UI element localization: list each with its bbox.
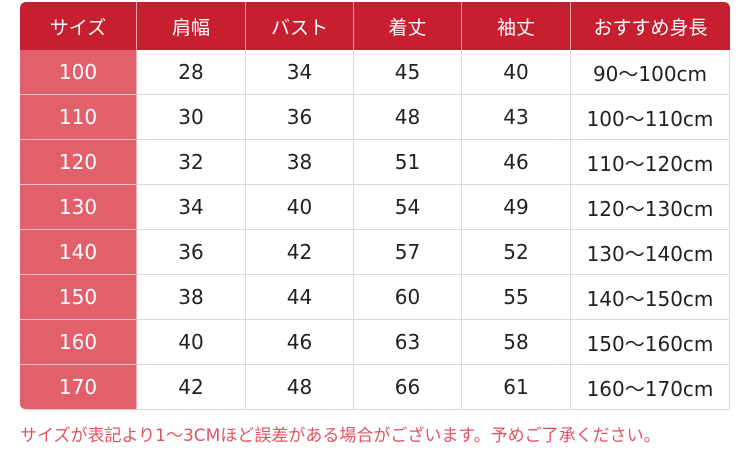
column-header: おすすめ身長 xyxy=(571,2,730,50)
table-cell: 54 xyxy=(354,185,462,230)
table-row: 110 30 36 48 43 100～110cm xyxy=(20,95,730,140)
table-cell: 43 xyxy=(462,95,571,140)
table-cell: 100～110cm xyxy=(571,95,730,140)
table-cell: 34 xyxy=(246,50,354,95)
table-cell: 51 xyxy=(354,140,462,185)
table-cell: 40 xyxy=(137,320,246,365)
table-row: 160 40 46 63 58 150～160cm xyxy=(20,320,730,365)
table-row: 150 38 44 60 55 140～150cm xyxy=(20,275,730,320)
table-cell: 40 xyxy=(246,185,354,230)
table-row: 130 34 40 54 49 120～130cm xyxy=(20,185,730,230)
table-cell: 58 xyxy=(462,320,571,365)
size-cell: 130 xyxy=(20,185,137,230)
size-cell: 120 xyxy=(20,140,137,185)
table-cell: 48 xyxy=(246,365,354,410)
table-cell: 38 xyxy=(137,275,246,320)
size-cell: 170 xyxy=(20,365,137,410)
table-cell: 57 xyxy=(354,230,462,275)
table-cell: 42 xyxy=(137,365,246,410)
table-cell: 49 xyxy=(462,185,571,230)
table-cell: 38 xyxy=(246,140,354,185)
table-cell: 66 xyxy=(354,365,462,410)
size-cell: 110 xyxy=(20,95,137,140)
column-header: バスト xyxy=(246,2,354,50)
table-cell: 52 xyxy=(462,230,571,275)
table-cell: 55 xyxy=(462,275,571,320)
table-cell: 42 xyxy=(246,230,354,275)
column-header: サイズ xyxy=(20,2,137,50)
table-cell: 45 xyxy=(354,50,462,95)
table-cell: 130～140cm xyxy=(571,230,730,275)
table-cell: 60 xyxy=(354,275,462,320)
table-cell: 160～170cm xyxy=(571,365,730,410)
table-row: 120 32 38 51 46 110～120cm xyxy=(20,140,730,185)
size-cell: 150 xyxy=(20,275,137,320)
table-cell: 46 xyxy=(462,140,571,185)
table-cell: 120～130cm xyxy=(571,185,730,230)
table-cell: 63 xyxy=(354,320,462,365)
table-cell: 28 xyxy=(137,50,246,95)
size-cell: 160 xyxy=(20,320,137,365)
column-header: 袖丈 xyxy=(462,2,571,50)
table-cell: 34 xyxy=(137,185,246,230)
header-row: サイズ 肩幅 バスト 着丈 袖丈 おすすめ身長 xyxy=(20,2,730,50)
table-cell: 36 xyxy=(137,230,246,275)
table-cell: 61 xyxy=(462,365,571,410)
table-cell: 36 xyxy=(246,95,354,140)
column-header: 着丈 xyxy=(354,2,462,50)
table-row: 170 42 48 66 61 160～170cm xyxy=(20,365,730,410)
size-cell: 140 xyxy=(20,230,137,275)
table-cell: 48 xyxy=(354,95,462,140)
table-cell: 44 xyxy=(246,275,354,320)
table-cell: 110～120cm xyxy=(571,140,730,185)
table-cell: 40 xyxy=(462,50,571,95)
table-row: 140 36 42 57 52 130～140cm xyxy=(20,230,730,275)
size-cell: 100 xyxy=(20,50,137,95)
table-cell: 150～160cm xyxy=(571,320,730,365)
table-cell: 32 xyxy=(137,140,246,185)
size-note: サイズが表記より1～3CMほど誤差がある場合がございます。予めご了承ください。 xyxy=(20,426,661,446)
table-cell: 140～150cm xyxy=(571,275,730,320)
size-chart-table: サイズ 肩幅 バスト 着丈 袖丈 おすすめ身長 100 28 34 45 40 90～100cm 11… xyxy=(20,2,730,410)
column-header: 肩幅 xyxy=(137,2,246,50)
table-cell: 46 xyxy=(246,320,354,365)
table-cell: 90～100cm xyxy=(571,50,730,95)
table-cell: 30 xyxy=(137,95,246,140)
table-row: 100 28 34 45 40 90～100cm xyxy=(20,50,730,95)
